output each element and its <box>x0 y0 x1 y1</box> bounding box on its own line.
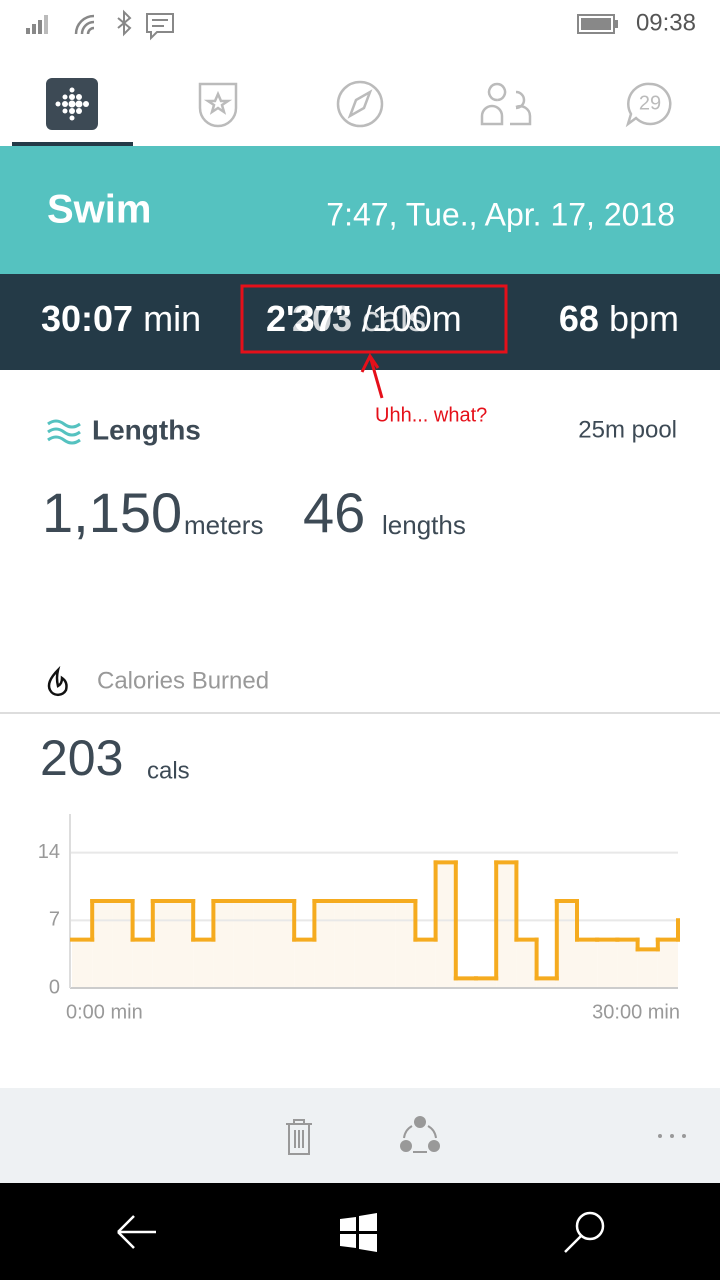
area-fill <box>415 939 436 988</box>
wifi-icon <box>74 14 95 35</box>
area-fill <box>213 901 234 988</box>
distance-unit: meters <box>184 510 263 540</box>
waves-icon <box>47 419 81 445</box>
pool-size: 25m pool <box>578 416 677 443</box>
area-fill <box>173 901 194 988</box>
area-fill <box>435 862 456 988</box>
x-tick-label: 30:00 min <box>592 1001 680 1023</box>
heart-rate-value: 68 <box>559 298 599 339</box>
bluetooth-icon <box>117 9 132 37</box>
heart-rate-stat: 68 bpm <box>559 298 679 339</box>
annotation-arrow <box>360 353 384 399</box>
tab-friends[interactable] <box>480 82 532 126</box>
message-icon <box>146 13 174 41</box>
exercise-datetime: 7:47, Tue., Apr. 17, 2018 <box>326 196 675 232</box>
tab-indicator <box>12 142 133 146</box>
area-fill <box>455 978 476 988</box>
app-bar <box>0 1088 720 1183</box>
exercise-title: Swim <box>47 188 151 232</box>
battery-tip <box>615 20 618 28</box>
lengths-value: 46 <box>303 481 365 544</box>
area-fill <box>354 901 375 988</box>
back-button[interactable] <box>117 1215 156 1249</box>
area-fill <box>253 901 274 988</box>
fitbit-logo <box>55 87 89 121</box>
area-fill <box>152 901 173 988</box>
nav-bar <box>0 1183 720 1280</box>
area-fill <box>112 901 133 988</box>
delete-button[interactable] <box>286 1119 312 1155</box>
x-tick-label: 0:00 min <box>66 1001 143 1023</box>
duration-unit: min <box>143 298 201 339</box>
area-fill <box>637 949 658 988</box>
area-fill <box>476 978 497 988</box>
area-fill <box>395 901 416 988</box>
heart-rate-unit: bpm <box>609 298 679 339</box>
status-bar: 09:38 <box>26 9 696 41</box>
overlap-value: 203 <box>292 298 352 339</box>
tab-discover[interactable] <box>336 80 384 128</box>
area-fill <box>516 939 537 988</box>
area-fill <box>314 901 335 988</box>
area-fill <box>577 939 598 988</box>
battery-icon <box>577 14 615 34</box>
signal-bar <box>38 20 42 34</box>
annotation: Uhh... what? <box>375 404 487 426</box>
lengths-title: Lengths <box>92 414 201 445</box>
area-fill <box>72 939 93 988</box>
star-icon <box>203 90 233 115</box>
tab-bar: 29 <box>12 78 672 146</box>
start-button[interactable] <box>340 1213 377 1252</box>
share-button[interactable] <box>400 1116 440 1153</box>
duration-stat: 30:07 min <box>41 298 201 339</box>
area-fill <box>496 862 517 988</box>
flame-icon <box>47 665 68 697</box>
y-tick-label: 7 <box>49 909 60 931</box>
area-fill <box>597 939 618 988</box>
y-tick-label: 0 <box>49 976 60 998</box>
area-fill <box>92 901 113 988</box>
lengths-unit: lengths <box>382 510 466 540</box>
area-fill <box>334 901 355 988</box>
search-button[interactable] <box>564 1211 605 1253</box>
more-button[interactable] <box>658 1134 686 1138</box>
calories-value: 203 <box>40 730 123 786</box>
overlapping-calories: 203 cals <box>292 298 426 339</box>
area-fill <box>375 901 396 988</box>
calories-title: Calories Burned <box>97 667 269 694</box>
tab-challenges[interactable] <box>198 82 238 128</box>
pace-unit: /100m <box>362 298 462 339</box>
y-tick-label: 14 <box>38 841 60 863</box>
calories-unit: cals <box>147 757 190 784</box>
area-fill <box>274 901 295 988</box>
area-fill <box>617 939 638 988</box>
pace-value: 2'37" <box>266 298 352 339</box>
area-fill <box>193 939 214 988</box>
distance-value: 1,150 <box>42 481 182 544</box>
signal-bar <box>26 28 30 34</box>
area-fill <box>556 901 577 988</box>
clock: 09:38 <box>636 9 696 36</box>
signal-bar <box>32 24 36 34</box>
messages-badge: 29 <box>639 92 661 114</box>
highlight-box <box>240 284 508 354</box>
area-fill <box>294 939 315 988</box>
header-bar <box>0 146 720 274</box>
area-fill <box>132 939 153 988</box>
stats-bar <box>0 274 720 370</box>
calories-chart: 0 7 14 0:00 min 30:00 min <box>38 814 680 1023</box>
area-fill <box>657 939 678 988</box>
signal-bar <box>44 15 48 34</box>
tab-messages[interactable] <box>625 82 672 128</box>
area-fill <box>536 978 557 988</box>
battery-level <box>581 18 611 30</box>
overlap-unit: cals <box>362 298 426 339</box>
pace-stat: 2'37" /100m <box>266 298 462 339</box>
duration-value: 30:07 <box>41 298 133 339</box>
compass-needle <box>347 89 373 119</box>
area-fill <box>233 901 254 988</box>
